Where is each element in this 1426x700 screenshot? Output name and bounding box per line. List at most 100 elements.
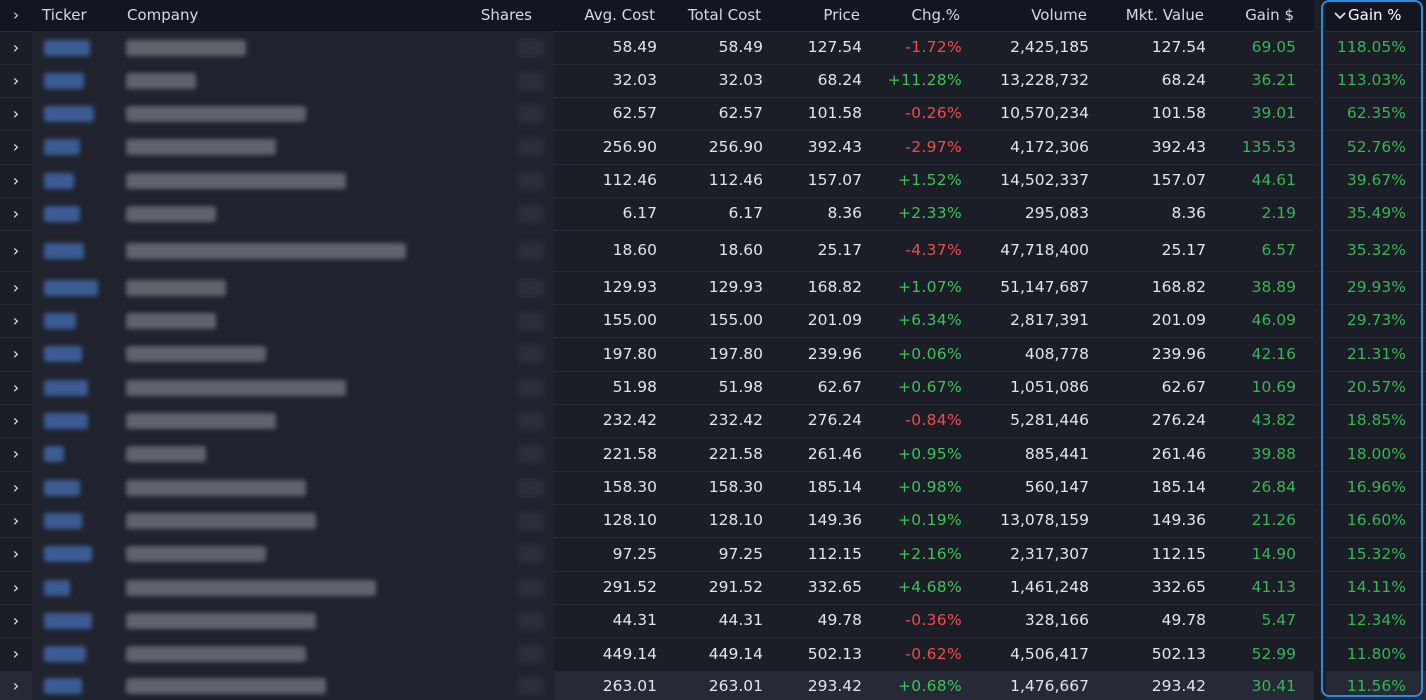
table-row[interactable]: › 51.98 51.98 62.67 +0.67% 1,051,086 62.67 10.6… <box>0 371 1426 405</box>
cell-volume: 560,147 <box>1024 478 1089 496</box>
cell-volume: 2,317,307 <box>1010 545 1089 563</box>
redacted-company <box>126 480 306 496</box>
cell-volume: 328,166 <box>1024 611 1089 629</box>
column-header-gain-pct[interactable]: Gain % <box>1334 0 1414 31</box>
cell-gain-pct: 20.57% <box>1346 378 1406 396</box>
table-row[interactable]: › 197.80 197.80 239.96 +0.06% 408,778 239.96 42… <box>0 337 1426 372</box>
expand-row-chevron-icon[interactable]: › <box>12 411 20 430</box>
cell-gain-usd: 135.53 <box>1241 138 1296 156</box>
cell-gain-pct: 16.96% <box>1346 478 1406 496</box>
expand-row-chevron-icon[interactable]: › <box>12 544 20 563</box>
cell-chg: -2.97% <box>905 138 962 156</box>
table-row[interactable]: › 32.03 32.03 68.24 +11.28% 13,228,732 68.24 36… <box>0 64 1426 98</box>
column-header-total-cost[interactable]: Total Cost <box>687 6 761 24</box>
cell-gain-pct: 16.60% <box>1346 511 1406 529</box>
cell-avg-cost: 44.31 <box>612 611 657 629</box>
column-header-company[interactable]: Company <box>127 6 199 24</box>
cell-avg-cost: 155.00 <box>602 311 657 329</box>
cell-chg: +1.07% <box>897 278 962 296</box>
table-row[interactable]: › 129.93 129.93 168.82 +1.07% 51,147,687 168.8… <box>0 271 1426 305</box>
cell-total-cost: 263.01 <box>708 677 763 695</box>
table-row[interactable]: › 155.00 155.00 201.09 +6.34% 2,817,391 201.09… <box>0 304 1426 338</box>
redacted-ticker <box>44 678 82 694</box>
table-row[interactable]: › 58.49 58.49 127.54 -1.72% 2,425,185 127.54 69… <box>0 31 1426 65</box>
cell-total-cost: 449.14 <box>708 645 763 663</box>
column-header-price[interactable]: Price <box>823 6 860 24</box>
expand-row-chevron-icon[interactable]: › <box>12 611 20 630</box>
cell-volume: 10,570,234 <box>1000 104 1089 122</box>
expand-row-chevron-icon[interactable]: › <box>12 644 20 663</box>
redacted-company <box>126 106 306 122</box>
cell-price: 25.17 <box>817 241 862 259</box>
expand-row-chevron-icon[interactable]: › <box>12 38 20 57</box>
expand-row-chevron-icon[interactable]: › <box>12 311 20 330</box>
cell-gain-pct: 18.00% <box>1346 445 1406 463</box>
table-row[interactable]: › 6.17 6.17 8.36 +2.33% 295,083 8.36 2.19 35.49% <box>0 197 1426 231</box>
cell-gain-usd: 44.61 <box>1251 171 1296 189</box>
cell-gain-pct: 11.56% <box>1346 677 1406 695</box>
expand-all-chevron-icon[interactable]: › <box>13 6 19 24</box>
table-row[interactable]: › 263.01 263.01 293.42 +0.68% 1,476,667 293.42… <box>0 671 1426 700</box>
expand-row-chevron-icon[interactable]: › <box>12 71 20 90</box>
expand-row-chevron-icon[interactable]: › <box>12 278 20 297</box>
expand-row-chevron-icon[interactable]: › <box>12 511 20 530</box>
table-row[interactable]: › 18.60 18.60 25.17 -4.37% 47,718,400 25.17 6.5… <box>0 230 1426 272</box>
redacted-shares <box>518 612 544 630</box>
column-header-gain-usd[interactable]: Gain $ <box>1245 6 1294 24</box>
cell-price: 149.36 <box>807 511 862 529</box>
table-row[interactable]: › 128.10 128.10 149.36 +0.19% 13,078,159 149.3… <box>0 504 1426 538</box>
expand-row-chevron-icon[interactable]: › <box>12 137 20 156</box>
table-row[interactable]: › 221.58 221.58 261.46 +0.95% 885,441 261.46 39… <box>0 437 1426 472</box>
expand-row-chevron-icon[interactable]: › <box>12 241 20 260</box>
column-header-chg-pct[interactable]: Chg.% <box>911 6 960 24</box>
cell-volume: 47,718,400 <box>1000 241 1089 259</box>
table-row[interactable]: › 291.52 291.52 332.65 +4.68% 1,461,248 332.65… <box>0 571 1426 605</box>
table-row[interactable]: › 158.30 158.30 185.14 +0.98% 560,147 185.14 26… <box>0 471 1426 505</box>
redacted-shares <box>518 645 544 663</box>
table-row[interactable]: › 449.14 449.14 502.13 -0.62% 4,506,417 502.13… <box>0 637 1426 672</box>
expand-row-chevron-icon[interactable]: › <box>12 104 20 123</box>
cell-total-cost: 158.30 <box>708 478 763 496</box>
redacted-shares <box>518 242 544 260</box>
cell-mkt-value: 293.42 <box>1151 677 1206 695</box>
table-row[interactable]: › 256.90 256.90 392.43 -2.97% 4,172,306 392.43… <box>0 130 1426 165</box>
expand-row-chevron-icon[interactable]: › <box>12 444 20 463</box>
redacted-company <box>126 206 216 222</box>
cell-total-cost: 129.93 <box>708 278 763 296</box>
column-header-volume[interactable]: Volume <box>1031 6 1087 24</box>
cell-total-cost: 221.58 <box>708 445 763 463</box>
redacted-shares <box>518 279 544 297</box>
expand-row-chevron-icon[interactable]: › <box>12 478 20 497</box>
cell-chg: -0.84% <box>905 411 962 429</box>
cell-mkt-value: 101.58 <box>1151 104 1206 122</box>
cell-avg-cost: 449.14 <box>602 645 657 663</box>
cell-chg: +1.52% <box>897 171 962 189</box>
table-row[interactable]: › 44.31 44.31 49.78 -0.36% 328,166 49.78 5.47 12… <box>0 604 1426 638</box>
table-row[interactable]: › 232.42 232.42 276.24 -0.84% 5,281,446 276.24… <box>0 404 1426 438</box>
expand-row-chevron-icon[interactable]: › <box>12 676 20 695</box>
expand-row-chevron-icon[interactable]: › <box>12 578 20 597</box>
table-row[interactable]: › 62.57 62.57 101.58 -0.26% 10,570,234 101.58 3… <box>0 97 1426 131</box>
cell-volume: 4,172,306 <box>1010 138 1089 156</box>
cell-price: 168.82 <box>807 278 862 296</box>
expand-row-chevron-icon[interactable]: › <box>12 344 20 363</box>
column-header-ticker[interactable]: Ticker <box>42 6 87 24</box>
table-row[interactable]: › 97.25 97.25 112.15 +2.16% 2,317,307 112.15 14… <box>0 537 1426 572</box>
redacted-company <box>126 646 306 662</box>
cell-price: 261.46 <box>807 445 862 463</box>
column-header-shares[interactable]: Shares <box>480 6 532 24</box>
expand-row-chevron-icon[interactable]: › <box>12 171 20 190</box>
column-header-avg-cost[interactable]: Avg. Cost <box>584 6 655 24</box>
expand-row-chevron-icon[interactable]: › <box>12 204 20 223</box>
cell-gain-usd: 39.01 <box>1251 104 1296 122</box>
cell-mkt-value: 502.13 <box>1151 645 1206 663</box>
cell-chg: +11.28% <box>887 71 962 89</box>
expand-row-chevron-icon[interactable]: › <box>12 378 20 397</box>
cell-gain-usd: 5.47 <box>1261 611 1296 629</box>
table-row[interactable]: › 112.46 112.46 157.07 +1.52% 14,502,337 157.0… <box>0 164 1426 198</box>
cell-gain-usd: 42.16 <box>1251 345 1296 363</box>
cell-chg: +0.19% <box>897 511 962 529</box>
column-header-mkt-value[interactable]: Mkt. Value <box>1125 6 1204 24</box>
redacted-identity-area <box>32 271 554 304</box>
cell-price: 101.58 <box>807 104 862 122</box>
